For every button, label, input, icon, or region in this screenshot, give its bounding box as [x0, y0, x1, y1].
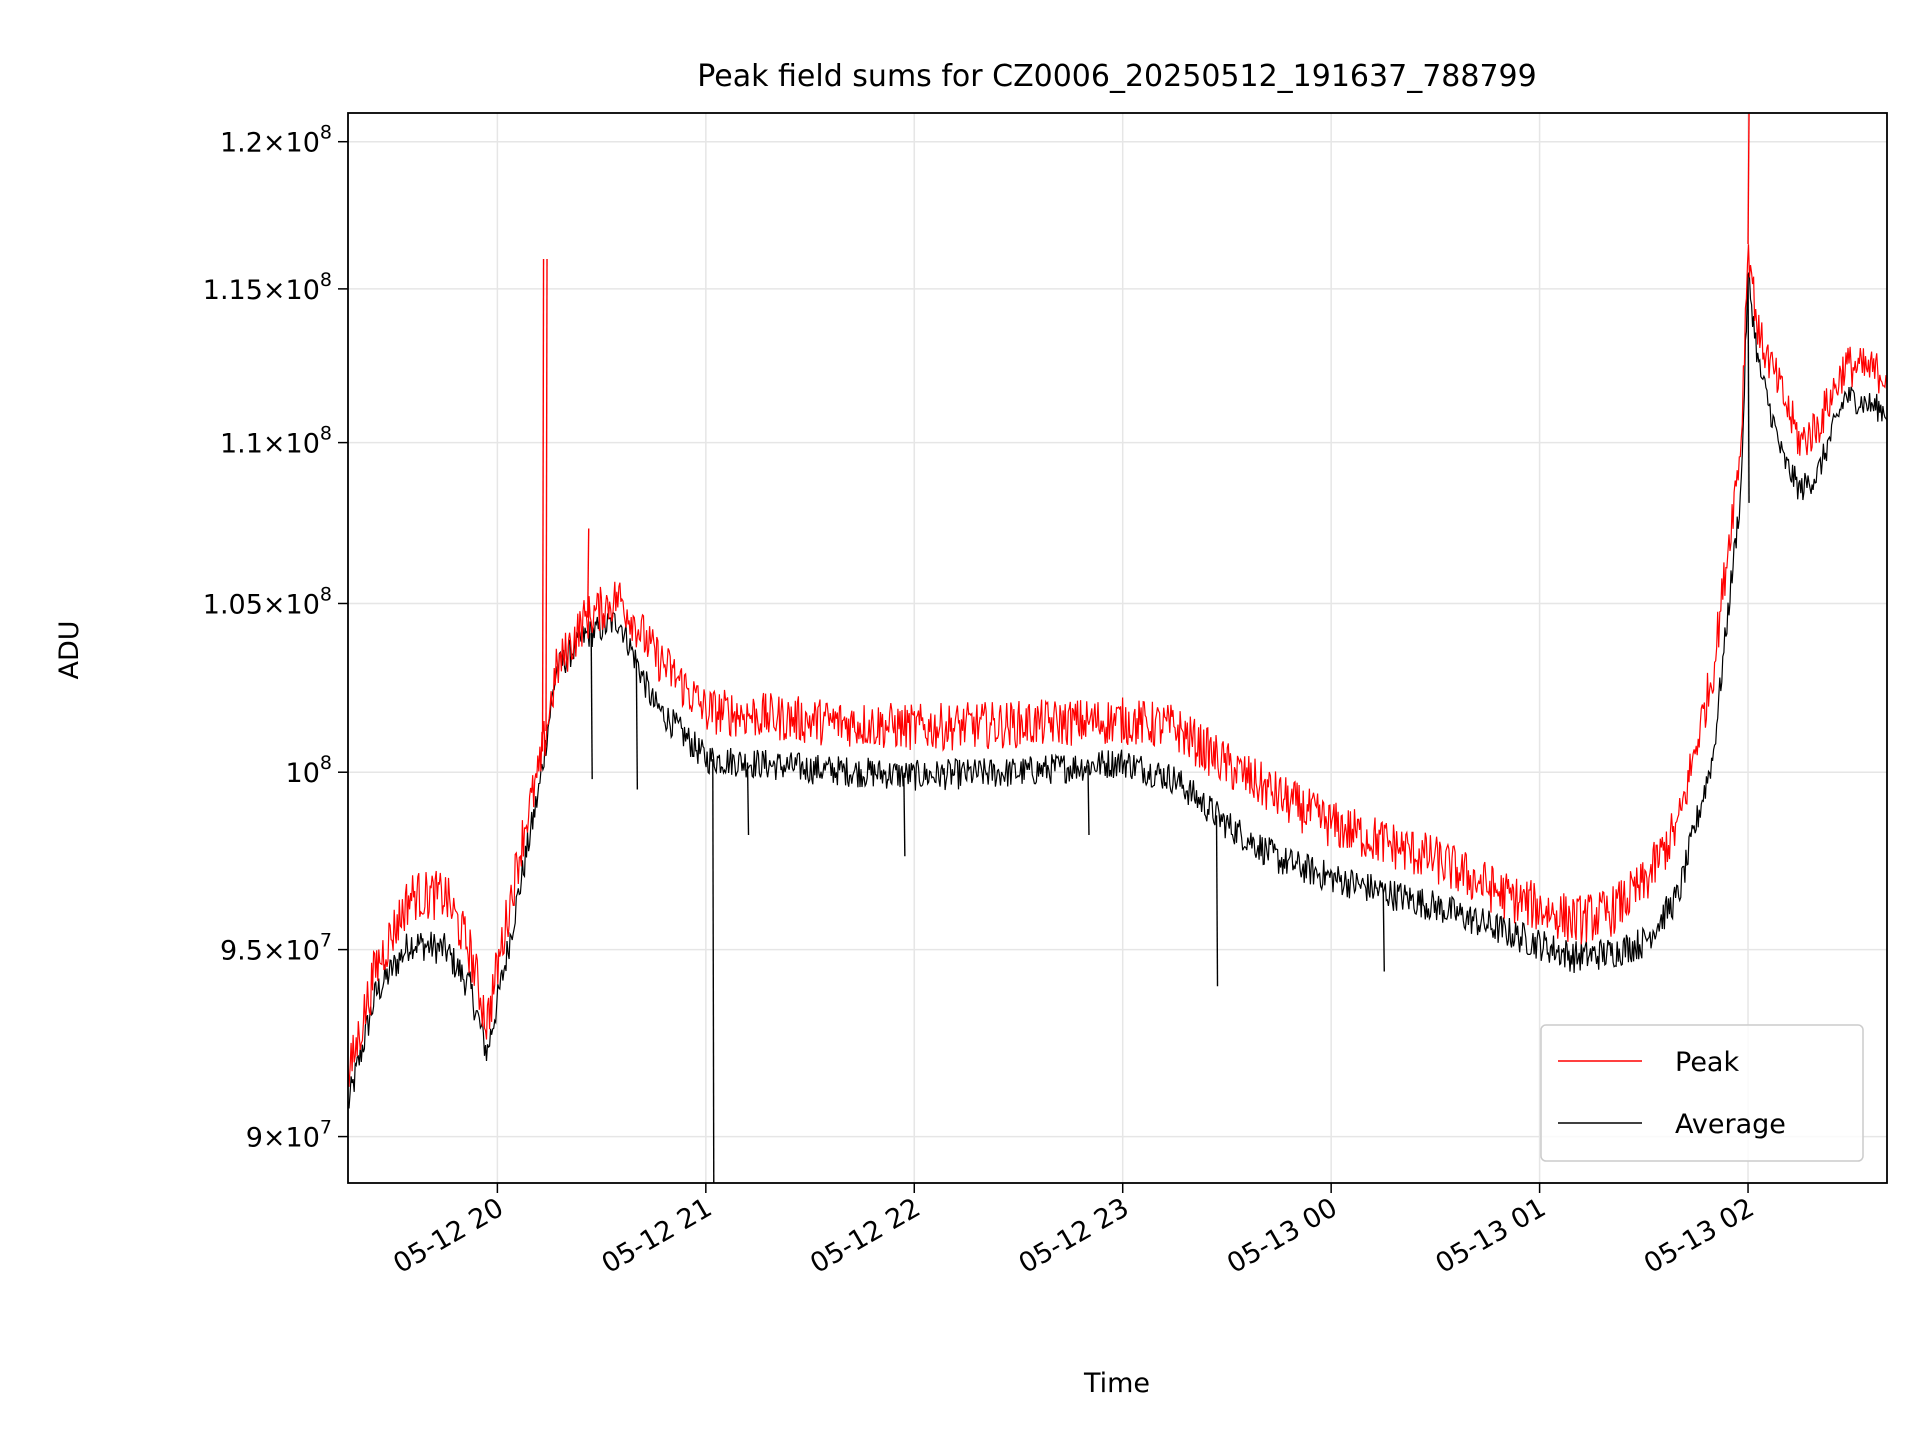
spike-average [590, 633, 593, 780]
y-tick-exponent: 8 [320, 423, 332, 445]
y-tick-base: 10 [286, 275, 320, 306]
y-tick-exponent: 8 [320, 752, 332, 774]
legend-label-peak: Peak [1675, 1047, 1739, 1078]
y-tick-exponent: 8 [320, 269, 332, 291]
spike-average [635, 661, 639, 790]
legend-frame [1540, 1024, 1864, 1162]
y-tick-label: 1.15×108 [203, 269, 332, 306]
y-tick-base: 10 [286, 429, 320, 460]
series-line-peak [347, 244, 1888, 1087]
y-tick-base: 10 [286, 1123, 320, 1154]
y-tick-label: 9×107 [246, 1117, 332, 1154]
spike-peak [1747, 112, 1750, 245]
x-axis-label: Time [1083, 1368, 1150, 1399]
spike-average [746, 762, 750, 836]
y-tick-base: 10 [286, 758, 320, 789]
y-tick-mantissa: 1.15× [203, 275, 286, 306]
y-tick-base: 10 [286, 936, 320, 967]
series-layer [347, 112, 1888, 1184]
spike-peak [587, 528, 590, 618]
y-tick-mantissa: 1.05× [203, 589, 286, 620]
y-tick-exponent: 8 [320, 583, 332, 605]
spike-average [1087, 765, 1090, 836]
y-tick-base: 10 [286, 128, 320, 159]
spike-average [1747, 273, 1750, 503]
grid [348, 113, 1887, 1183]
y-tick-label: 1.05×108 [203, 583, 332, 620]
legend: Peak Average [1540, 1024, 1864, 1162]
chart-title: Peak field sums for CZ0006_20250512_1916… [697, 59, 1536, 94]
plot-frame [347, 112, 1888, 1184]
y-tick-label: 1.1×108 [220, 423, 332, 460]
y-tick-mantissa: 1.1× [220, 429, 286, 460]
y-tick-label: 9.5×107 [220, 930, 332, 967]
spike-average [1382, 891, 1385, 972]
y-tick-exponent: 8 [320, 122, 332, 144]
y-tick-mantissa: 9.5× [220, 936, 286, 967]
spike-average [712, 759, 715, 1184]
y-axis-label: ADU [54, 620, 85, 679]
legend-label-average: Average [1675, 1109, 1786, 1140]
y-tick-exponent: 7 [320, 1117, 332, 1139]
y-tick-label: 108 [286, 752, 332, 789]
spike-average [1215, 815, 1219, 987]
spike-peak [541, 258, 545, 752]
spike-peak [545, 258, 548, 731]
y-tick-exponent: 7 [320, 930, 332, 952]
spike-average [903, 774, 906, 857]
y-tick-base: 10 [286, 589, 320, 620]
y-tick-label: 1.2×108 [220, 122, 332, 159]
y-tick-mantissa: 1.2× [220, 128, 286, 159]
y-tick-mantissa: 9× [246, 1123, 286, 1154]
